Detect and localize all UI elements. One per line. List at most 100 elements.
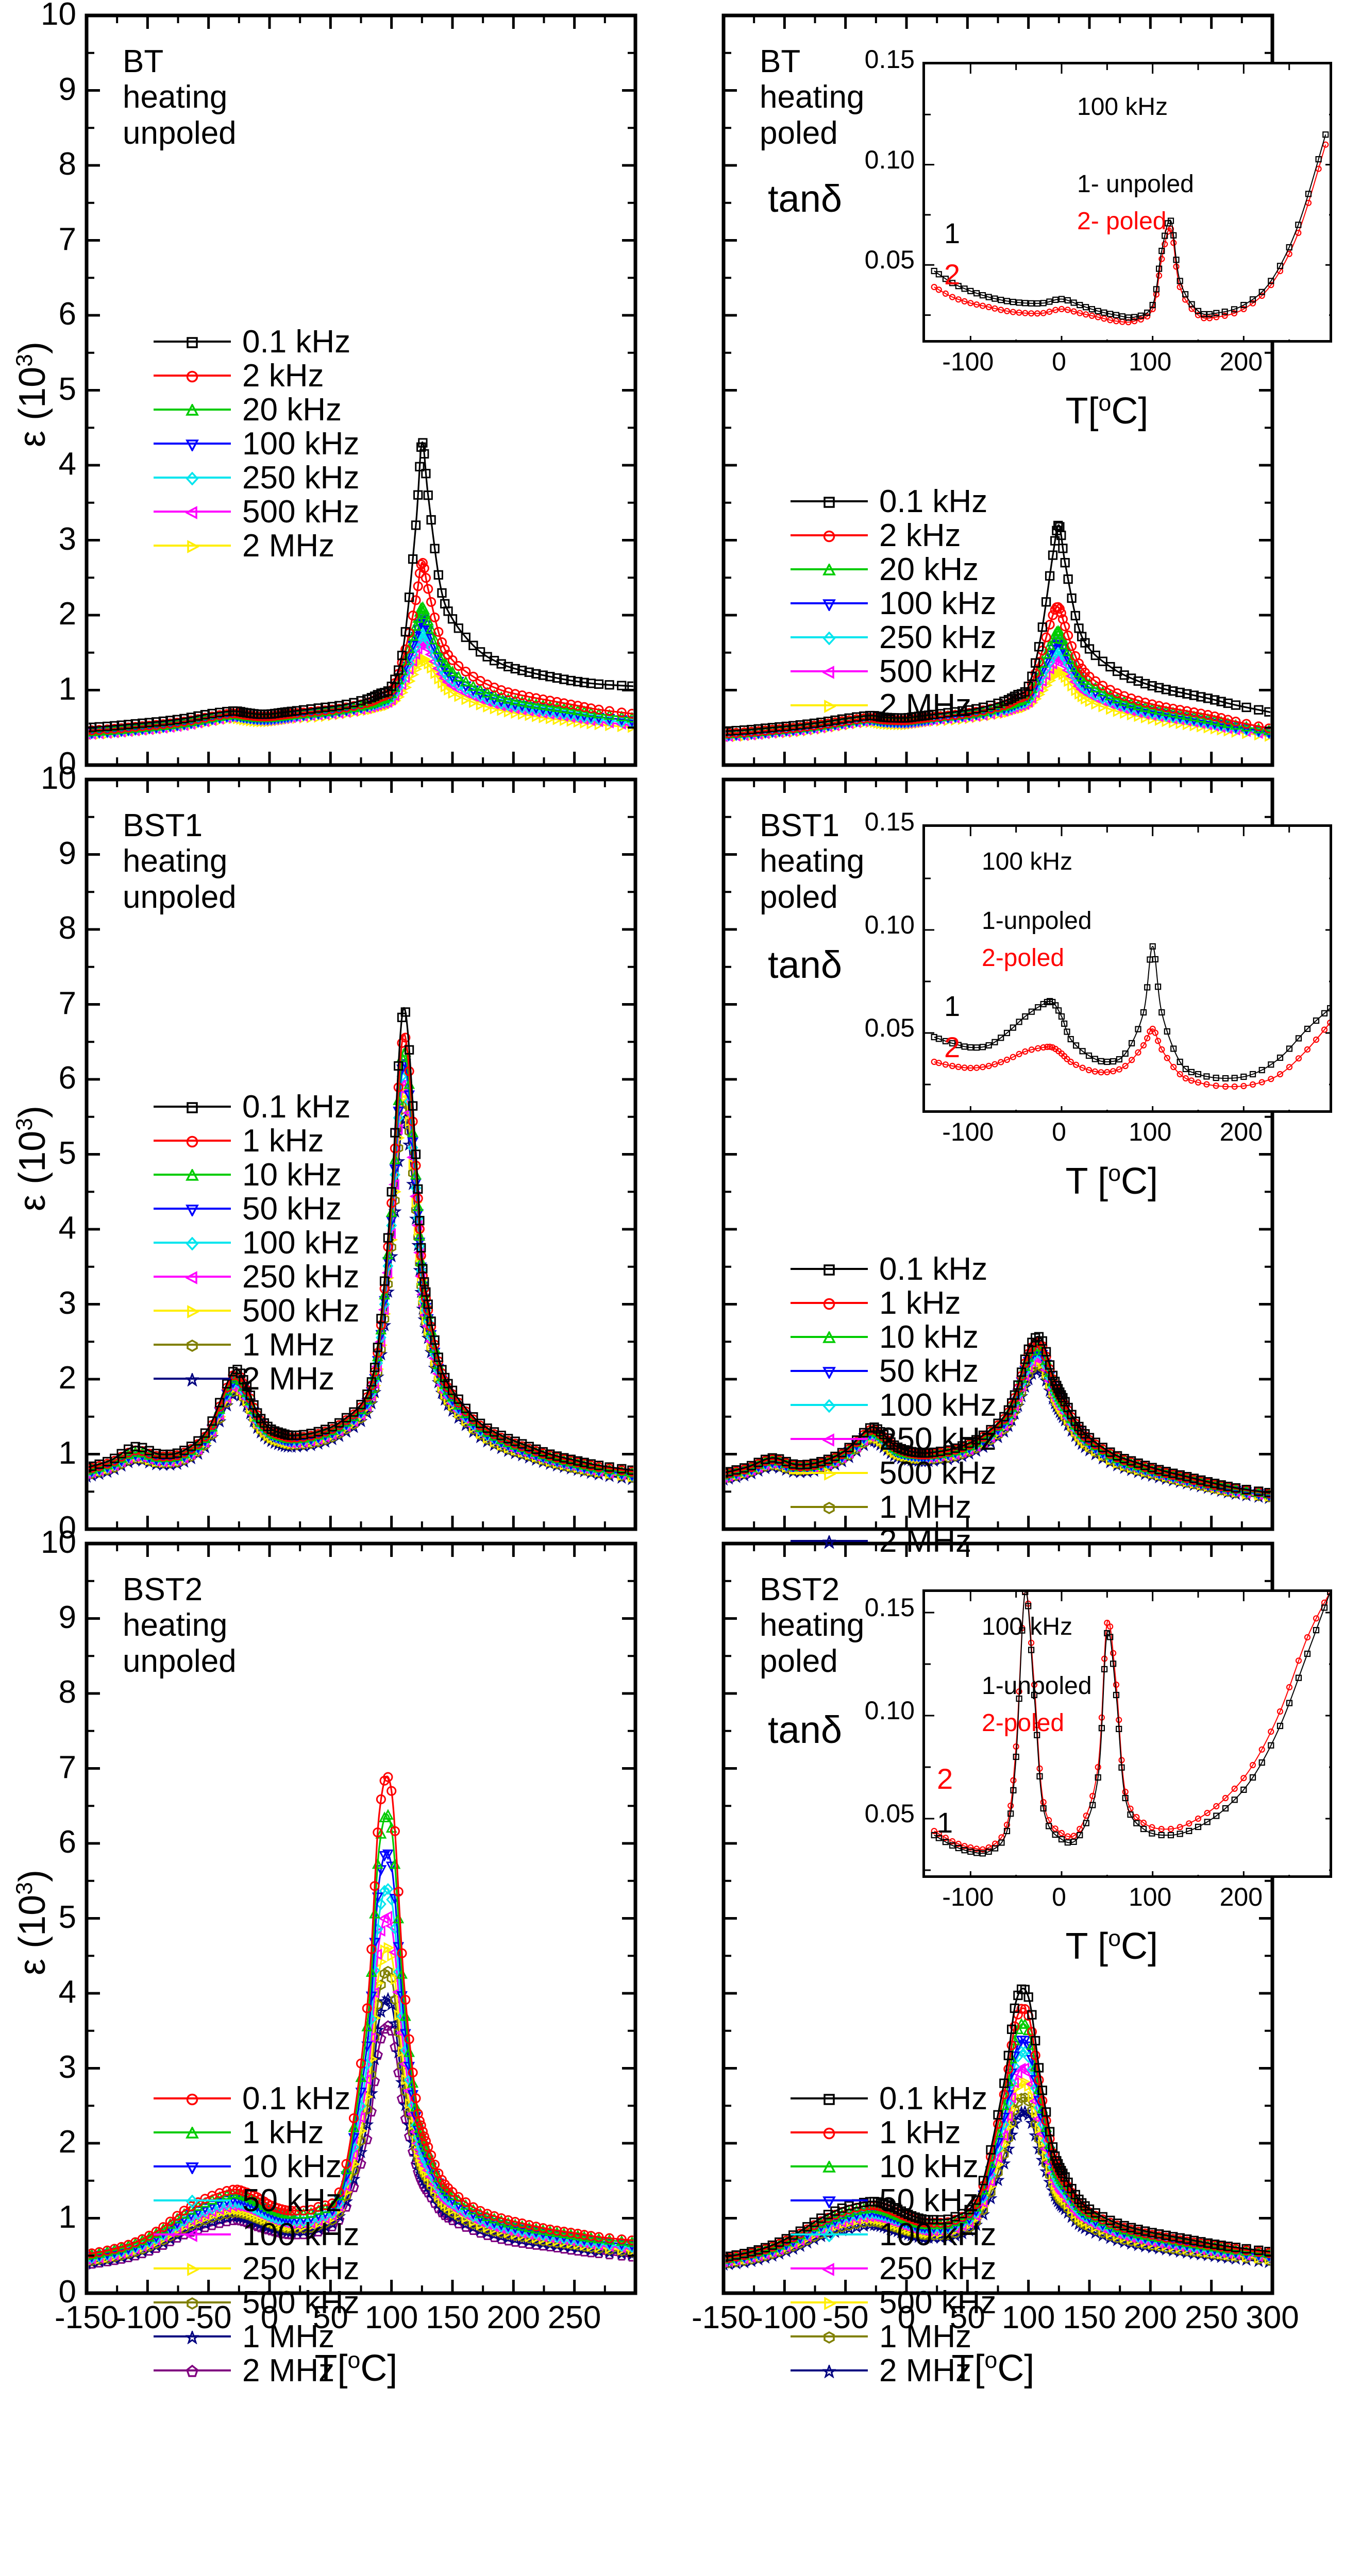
inset-note: 1- unpoled [1077, 171, 1194, 198]
inset-x-tick-label: -100 [942, 1117, 994, 1146]
x-tick-label: 150 [1063, 2300, 1116, 2335]
legend-item[interactable]: 1 MHz [791, 2319, 996, 2354]
legend-item[interactable]: 250 kHz [791, 2251, 996, 2286]
legend-item[interactable]: 100 kHz [791, 585, 997, 621]
inset-note: 2-poled [982, 944, 1065, 972]
legend-item[interactable]: 500 kHz [154, 2285, 359, 2320]
legend-item[interactable]: 250 kHz [154, 1259, 359, 1295]
legend-item[interactable]: 0.1 kHz [791, 2080, 996, 2116]
legend-line [791, 2263, 868, 2276]
legend-item[interactable]: 1 kHz [791, 1285, 996, 1321]
y-axis-label: ε (103) [12, 1869, 53, 1975]
inset-plot-area [925, 827, 1330, 1110]
legend-item[interactable]: 2 MHz [154, 2353, 359, 2388]
legend-item[interactable]: 250 kHz [154, 460, 359, 496]
annotation-line: heating [760, 843, 865, 879]
legend-item[interactable]: 100 kHz [791, 2217, 996, 2252]
x-tick-label: -100 [115, 2300, 180, 2335]
legend-item[interactable]: 250 kHz [791, 1421, 996, 1457]
inset-note: 2-poled [982, 1709, 1065, 1737]
legend-item[interactable]: 0.1 kHz [791, 484, 996, 519]
legend-item[interactable]: 1 MHz [791, 1489, 996, 1525]
legend-item[interactable]: 500 kHz [791, 2285, 996, 2320]
legend-marker-triangle-left [186, 2229, 197, 2242]
inset-curve-label-1: 1 [944, 990, 961, 1022]
legend-item[interactable]: 2 MHz [154, 1361, 359, 1397]
legend-item[interactable]: 100 kHz [154, 2217, 359, 2252]
legend-item[interactable]: 50 kHz [791, 1353, 996, 1389]
y-tick-label: 9 [58, 1599, 76, 1635]
legend-item[interactable]: 10 kHz [791, 1319, 996, 1355]
legend-item[interactable]: 100 kHz [154, 1225, 359, 1261]
legend-item[interactable]: 1 MHz [154, 1327, 359, 1363]
legend-line [154, 540, 231, 553]
legend-item[interactable]: 2 kHz [791, 518, 996, 553]
legend-item[interactable]: 1 kHz [154, 2114, 359, 2150]
inset-y-axis-label: tanδ [768, 1708, 843, 1751]
y-tick-label: 9 [58, 835, 76, 871]
legend-item[interactable]: 500 kHz [791, 1455, 996, 1491]
legend-label: 100 kHz [879, 585, 997, 621]
plot-area-bst1-unpoled [89, 1007, 633, 1485]
legend-item[interactable]: 10 kHz [154, 2149, 359, 2184]
legend-item[interactable]: 100 kHz [791, 1387, 996, 1423]
legend-item[interactable]: 0.1 kHz [154, 324, 359, 360]
legend-item[interactable]: 20 kHz [154, 392, 359, 428]
legend-label: 0.1 kHz [879, 2080, 988, 2116]
legend-marker-triangle-down [186, 2162, 199, 2174]
legend-item[interactable]: 2 MHz [154, 528, 359, 564]
legend-marker-triangle-left [822, 1433, 834, 1447]
legend-item[interactable]: 10 kHz [154, 1157, 359, 1193]
legend-item[interactable]: 1 kHz [791, 2115, 996, 2150]
inset-plot-area [925, 1592, 1330, 1875]
legend-item[interactable]: 500 kHz [154, 1293, 359, 1329]
legend-line [791, 2127, 868, 2140]
x-tick-label: 100 [1001, 2300, 1055, 2335]
legend-label: 250 kHz [242, 2250, 360, 2286]
legend-item[interactable]: 1 kHz [154, 1123, 359, 1159]
legend-item[interactable]: 500 kHz [791, 654, 996, 689]
legend-item[interactable]: 2 MHz [791, 2352, 996, 2388]
legend-item[interactable]: 50 kHz [154, 1191, 359, 1227]
inset-y-tick-label: 0.10 [864, 145, 915, 174]
legend-item[interactable]: 20 kHz [791, 552, 996, 587]
legend-marker-triangle-down [186, 439, 199, 451]
legend-item[interactable]: 0.1 kHz [791, 1251, 996, 1287]
legend-bst2-poled: 0.1 kHz 1 kHz 10 kHz 50 kHz 100 kHz 250 kHz 50… [791, 2080, 996, 2388]
legend-item[interactable]: 1 MHz [154, 2318, 359, 2354]
legend-item[interactable]: 250 kHz [154, 2250, 360, 2286]
legend-item[interactable]: 10 kHz [791, 2148, 996, 2184]
legend-item[interactable]: 0.1 kHz [154, 2081, 359, 2116]
legend-label: 1 MHz [242, 2318, 335, 2354]
legend-marker-triangle-up [186, 1169, 199, 1181]
legend-label: 1 MHz [242, 1327, 335, 1363]
legend-item[interactable]: 500 kHz [154, 494, 359, 530]
legend-label: 2 MHz [879, 2352, 972, 2388]
y-tick-label: 1 [58, 671, 76, 707]
x-tick-label: 0 [260, 2300, 279, 2335]
legend-label: 10 kHz [879, 2148, 979, 2184]
legend-item[interactable]: 2 MHz [791, 688, 996, 723]
legend-marker-hexagon [824, 2331, 835, 2344]
y-tick-label: 5 [58, 1135, 76, 1171]
inset-curve-label-2: 2 [944, 258, 961, 291]
legend-label: 1 kHz [242, 2114, 324, 2150]
legend-item[interactable]: 2 MHz [791, 1523, 996, 1559]
plot-area-bt-poled [726, 520, 1270, 742]
legend-line [154, 2229, 231, 2242]
legend-item[interactable]: 50 kHz [154, 2183, 359, 2218]
legend-item[interactable]: 50 kHz [791, 2183, 996, 2218]
annotation-line: poled [760, 1643, 838, 1679]
legend-line [791, 1535, 868, 1549]
legend-item[interactable]: 2 kHz [154, 358, 359, 394]
legend-marker-diamond [186, 2195, 199, 2208]
legend-marker-triangle-left [822, 666, 834, 679]
legend-label: 1 kHz [242, 1123, 324, 1159]
inset-bst2-poled [922, 1589, 1332, 1878]
legend-item[interactable]: 100 kHz [154, 426, 359, 462]
legend-item[interactable]: 250 kHz [791, 620, 996, 655]
legend-marker-star [822, 1535, 836, 1549]
legend-item[interactable]: 0.1 kHz [154, 1089, 359, 1125]
